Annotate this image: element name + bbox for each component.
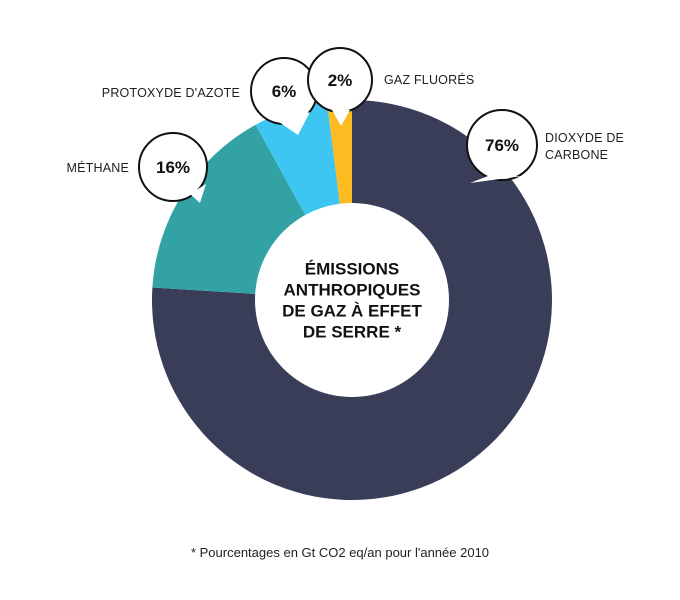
- category-label-line: GAZ FLUORÉS: [384, 72, 474, 87]
- chart-title-line: DE GAZ À EFFET: [282, 302, 422, 321]
- category-label: GAZ FLUORÉS: [384, 72, 474, 87]
- chart-title: ÉMISSIONS ANTHROPIQUES DE GAZ À EFFET DE SE…: [282, 260, 422, 342]
- callout-pointer: [470, 176, 522, 183]
- callout-3: 2% GAZ FLUORÉS: [307, 47, 474, 126]
- callout-pointer: [332, 110, 350, 126]
- category-label-line: PROTOXYDE D'AZOTE: [102, 86, 240, 100]
- category-label-line: DIOXYDE DE: [545, 131, 624, 145]
- data-label: 2%: [328, 71, 353, 90]
- callout-bubble: [138, 132, 208, 202]
- callout-0: 76% DIOXYDE DE CARBONE: [466, 109, 624, 183]
- callout-1: 16% MÉTHANE: [66, 132, 208, 203]
- category-label-line: MÉTHANE: [66, 160, 129, 175]
- callout-2: 6% PROTOXYDE D'AZOTE: [102, 57, 318, 135]
- chart-title-line: DE SERRE *: [303, 323, 402, 342]
- donut-hole: [255, 203, 449, 397]
- callout-bubble: [466, 109, 538, 181]
- data-label: 16%: [156, 158, 190, 177]
- category-label: MÉTHANE: [66, 160, 129, 175]
- footnote: * Pourcentages en Gt CO2 eq/an pour l'an…: [191, 545, 489, 560]
- chart-title-line: ANTHROPIQUES: [284, 281, 421, 300]
- category-label: PROTOXYDE D'AZOTE: [102, 86, 240, 100]
- callouts: 76% DIOXYDE DE CARBONE 16% MÉTHANE 6% PROTOXYD…: [66, 47, 624, 203]
- category-label: DIOXYDE DE CARBONE: [545, 131, 624, 162]
- data-label: 6%: [272, 82, 297, 101]
- chart-title-line: ÉMISSIONS: [305, 260, 399, 279]
- category-label-line: CARBONE: [545, 148, 608, 162]
- callout-pointer: [279, 112, 310, 135]
- callout-pointer: [190, 184, 206, 203]
- data-label: 76%: [485, 136, 519, 155]
